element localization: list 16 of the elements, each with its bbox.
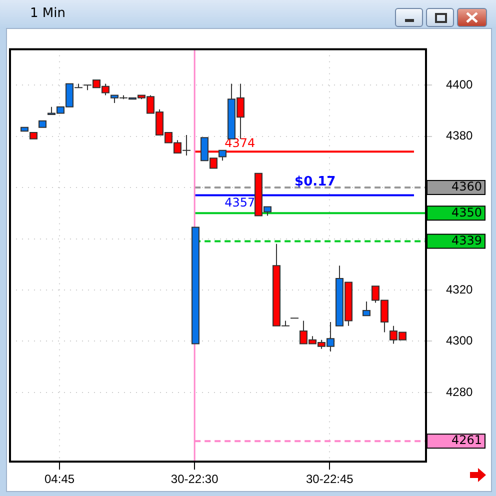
y-tick-label: 4320 — [446, 282, 474, 296]
ref-line-label: 4350 — [451, 205, 482, 220]
ref-line-label: 4360 — [451, 180, 482, 194]
ref-line-label: 4339 — [451, 233, 482, 248]
y-tick-label: 4400 — [446, 77, 474, 92]
ref-line-label: 4261 — [451, 433, 482, 448]
y-tick-label: 4280 — [446, 384, 474, 399]
x-tick-label: 30-22:30 — [170, 472, 219, 486]
chart-title: 1 Min — [30, 6, 66, 21]
ref-line-label: 4374 — [224, 136, 256, 150]
y-tick-label: 4300 — [446, 334, 474, 348]
y-tick-label: 4380 — [446, 128, 474, 143]
x-tick-label: 30-22:45 — [306, 472, 354, 486]
ref-line-label: 4357 — [224, 195, 256, 210]
annotation: $0.17 — [294, 174, 336, 190]
x-tick-label: 04:45 — [44, 472, 75, 486]
